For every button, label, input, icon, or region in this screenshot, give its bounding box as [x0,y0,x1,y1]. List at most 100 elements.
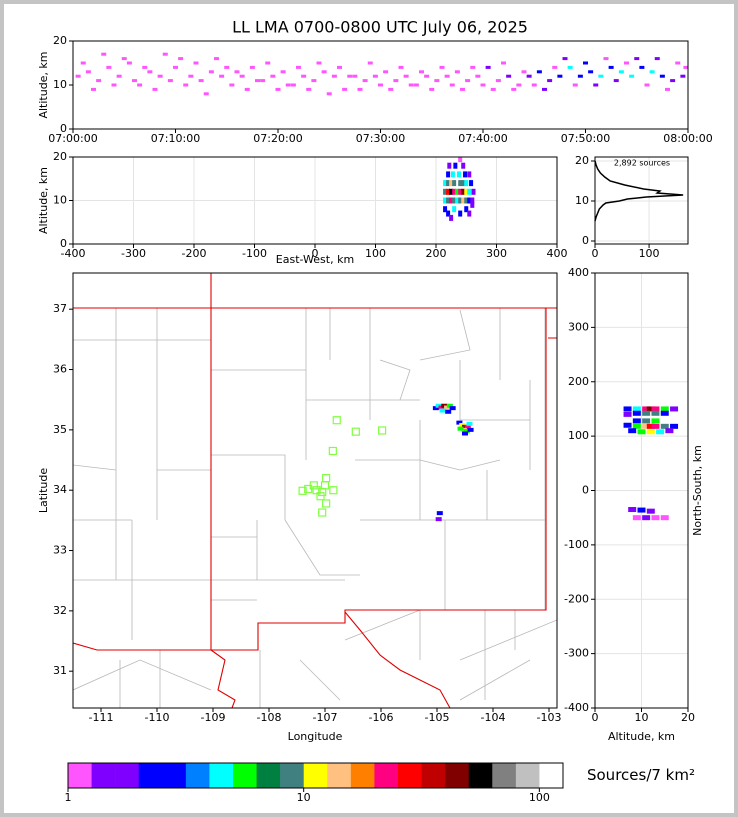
colorbar-segment [468,763,493,788]
source-density [651,515,660,521]
source-density [432,406,439,411]
colorbar-segment [115,763,140,788]
y-tick-label: 0 [60,237,67,250]
x-tick-label: -106 [369,711,394,724]
source-density [388,87,394,91]
axes-frame [594,272,689,709]
source-density [357,87,363,91]
source-density [665,87,670,91]
source-density [557,74,563,78]
y-tick-label: 10 [53,194,67,207]
source-density [188,74,194,78]
station [351,427,360,436]
station [378,426,387,435]
source-density [470,197,475,204]
colorbar-segment [68,763,92,788]
source-density [613,79,619,83]
source-density [623,411,632,417]
x-tick-label: -300 [121,247,146,260]
source-density [456,171,461,178]
source-density [183,83,189,87]
source-density [651,410,660,416]
source-density [285,83,291,87]
y-tick-label: 37 [53,302,67,315]
source-density [455,188,460,195]
source-density [398,65,404,69]
source-density [178,57,184,61]
annotation: 2,892 sources [614,159,670,168]
source-density [458,180,463,187]
source-density [80,61,86,65]
source-density [634,57,640,61]
source-density [642,406,651,412]
source-density [121,57,127,61]
source-density [452,206,457,213]
colorbar-segment [398,763,422,788]
source-density [521,70,527,74]
station [298,486,307,495]
source-density [670,79,676,83]
colorbar-segment [209,763,234,788]
source-density [443,197,448,204]
source-density [424,74,430,78]
x-tick-label: -103 [537,711,562,724]
source-density [443,188,448,195]
state-borders [73,273,557,708]
source-density [642,418,651,424]
colorbar-label: Sources/7 km² [587,766,695,784]
source-density [443,206,448,213]
axes-frame [72,40,689,130]
source-density [444,74,450,78]
y-tick-label: 20 [575,154,589,167]
map-lines [73,273,557,708]
colorbar-segment [374,763,399,788]
source-density [639,65,645,69]
source-density [632,410,641,416]
source-density [644,83,650,87]
source-density [449,214,454,221]
colorbar-segment [138,763,163,788]
source-density [434,79,440,83]
axes-frame [594,156,689,245]
source-density [583,61,588,65]
source-density [306,87,312,91]
source-density [660,406,669,412]
source-density [547,79,553,83]
source-density [116,74,122,78]
x-tick-label: 400 [547,247,568,260]
source-density [461,431,468,436]
colorbar-segment [515,763,540,788]
source-density [475,74,481,78]
source-density [659,74,665,78]
source-density [632,406,641,412]
source-density [660,515,669,521]
source-density [198,79,204,83]
source-density [383,70,389,74]
source-density [466,421,473,426]
station [304,484,313,494]
source-density [458,210,463,217]
source-density [439,408,446,413]
source-density [367,61,373,65]
source-density [637,507,646,513]
source-density [461,197,466,204]
axes-frame [72,156,558,245]
source-density [106,65,112,69]
y-tick-label: 10 [575,194,589,207]
source-density [624,61,629,65]
x-tick-label: -400 [61,247,86,260]
source-density [598,74,604,78]
x-tick-label: 07:10:00 [151,132,200,145]
source-density [429,87,435,91]
source-density [632,515,641,521]
source-density [646,423,655,429]
y-tick-label: 36 [53,363,67,376]
x-tick-label: 100 [529,791,550,804]
source-density [511,87,517,91]
source-density [445,409,452,414]
source-density [296,65,301,69]
source-density [446,403,453,408]
source-density [467,171,472,178]
source-density [321,70,327,74]
source-density [642,515,651,521]
